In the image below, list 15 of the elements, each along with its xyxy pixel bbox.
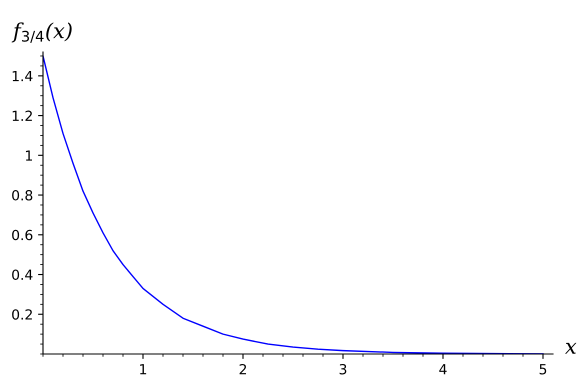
y-tick-label: 1.4 xyxy=(12,70,32,82)
x-tick-label: 2 xyxy=(240,364,246,374)
y-tick-label: 1.2 xyxy=(12,110,32,121)
y-axis-title: f$_{3/4}$(x) xyxy=(12,22,72,43)
x-tick-label: 5 xyxy=(540,364,546,374)
line-series xyxy=(43,55,544,354)
x-tick-label: 3 xyxy=(340,364,346,374)
x-tick-label: 4 xyxy=(439,364,447,374)
y-tick-label: 0.4 xyxy=(12,269,32,280)
x-axis-title: x xyxy=(565,342,576,354)
x-tick-label: 1 xyxy=(140,364,146,374)
y-tick-label: 0.2 xyxy=(12,309,32,320)
y-tick-label: 0.8 xyxy=(12,190,32,201)
y-tick-label: 0.6 xyxy=(12,230,32,240)
y-tick-label: 1 xyxy=(26,150,32,161)
